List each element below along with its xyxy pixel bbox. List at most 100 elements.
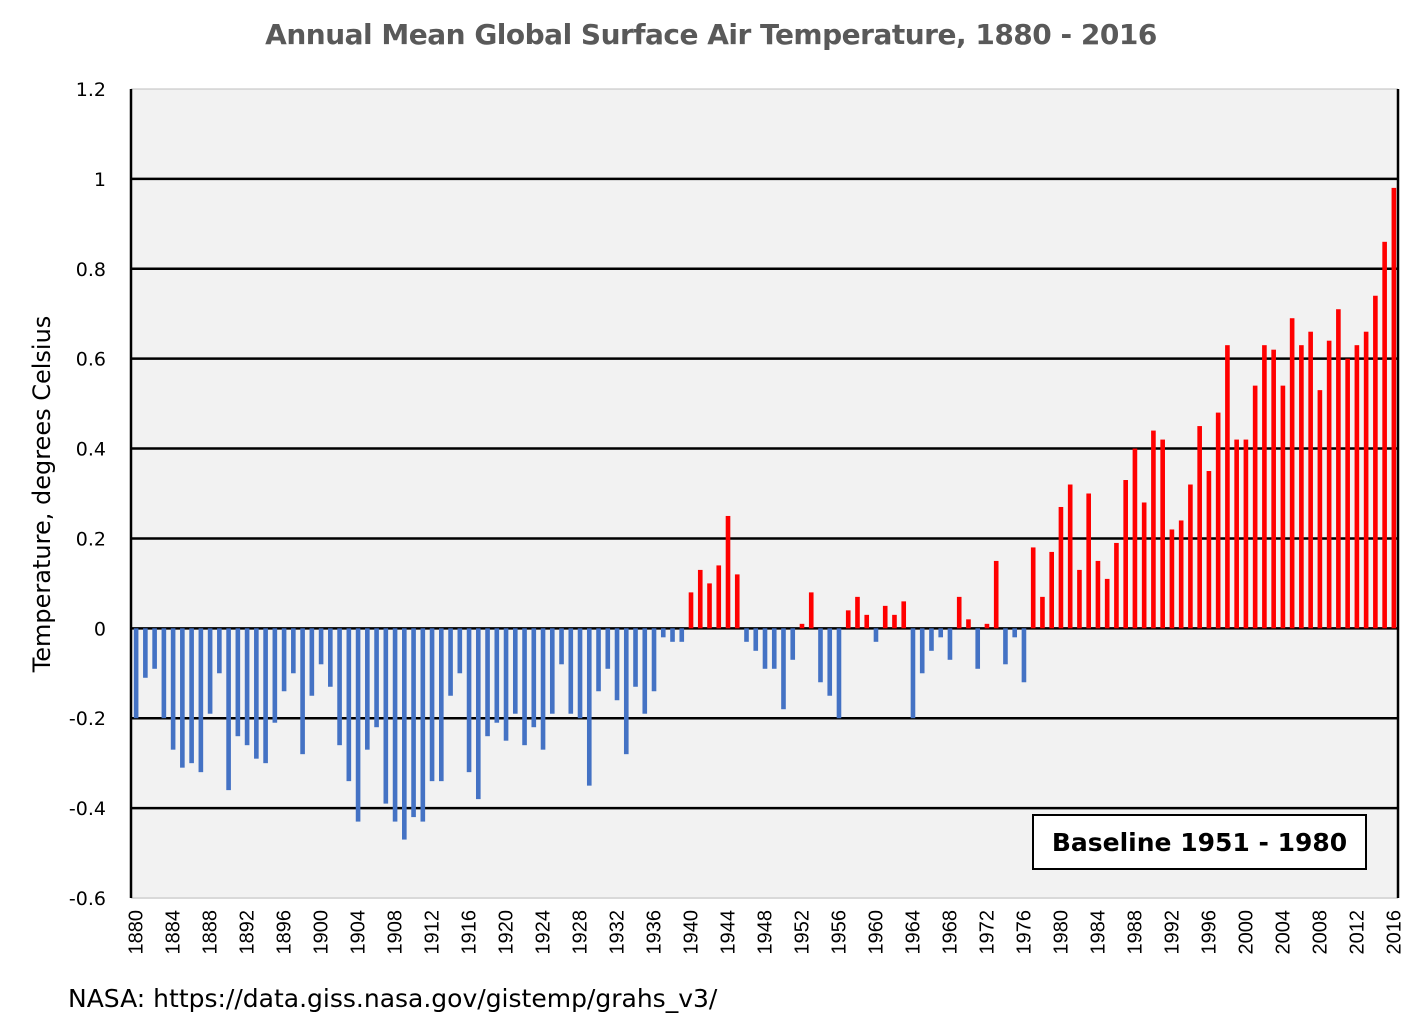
bar-1967	[938, 628, 944, 638]
bar-1928	[577, 628, 583, 719]
bar-1933	[623, 628, 629, 755]
bar-1912	[429, 628, 435, 782]
bar-1975	[1012, 628, 1018, 638]
bar-1981	[1067, 484, 1073, 629]
bar-1965	[919, 628, 925, 674]
x-tick-label: 1880	[126, 910, 148, 955]
bar-1957	[845, 610, 851, 629]
bar-2006	[1299, 345, 1304, 629]
bar-1939	[679, 628, 685, 642]
x-tick-label: 1940	[681, 910, 703, 955]
bar-1950	[781, 628, 786, 710]
x-tick-label: 1960	[865, 910, 887, 955]
x-tick-label: 1916	[459, 910, 481, 955]
bar-1910	[411, 628, 416, 818]
bar-1942	[707, 583, 712, 629]
y-tick-label: 0.2	[76, 528, 106, 550]
bar-1937	[660, 628, 666, 638]
bar-1908	[392, 628, 398, 822]
bar-1894	[263, 628, 268, 764]
bar-1979	[1049, 551, 1054, 629]
bar-1906	[374, 628, 379, 728]
y-tick-label: -0.4	[69, 798, 106, 820]
bar-1904	[355, 628, 361, 822]
bar-2014	[1373, 295, 1378, 629]
plot-area-background	[131, 89, 1398, 898]
bar-1897	[291, 628, 296, 674]
bar-1887	[198, 628, 204, 773]
bar-1960	[873, 628, 879, 642]
bar-2001	[1252, 385, 1258, 629]
source-note: NASA: https://data.giss.nasa.gov/gistemp…	[68, 984, 718, 1013]
bar-1932	[614, 628, 620, 701]
bar-1971	[975, 628, 981, 669]
bar-1963	[901, 601, 907, 629]
baseline-annotation: Baseline 1951 - 1980	[1032, 814, 1367, 870]
bar-2000	[1243, 439, 1249, 629]
bar-1882	[152, 628, 157, 669]
y-tick-label: 1	[94, 169, 106, 191]
bar-1903	[346, 628, 352, 782]
x-tick-label: 1932	[607, 910, 629, 955]
bar-2015	[1382, 241, 1387, 629]
bar-2008	[1317, 390, 1323, 629]
bar-1940	[688, 592, 694, 629]
bar-1917	[475, 628, 481, 800]
y-tick-label: -0.2	[69, 708, 106, 730]
bar-2016	[1391, 187, 1397, 629]
bar-1881	[143, 628, 148, 678]
bar-2005	[1289, 318, 1295, 629]
bar-2003	[1271, 349, 1276, 629]
bar-1983	[1086, 493, 1091, 629]
x-tick-label: 2000	[1235, 910, 1257, 955]
bar-1880	[133, 628, 139, 719]
x-tick-label: 1912	[422, 910, 444, 955]
x-tick-label: 1936	[644, 910, 666, 955]
x-tick-label: 1992	[1161, 910, 1183, 955]
bar-1921	[512, 628, 518, 714]
bar-1972	[984, 623, 990, 629]
bar-1886	[189, 628, 194, 764]
bar-1931	[605, 628, 611, 669]
bar-1954	[818, 628, 823, 683]
bar-1915	[457, 628, 463, 674]
bar-1896	[281, 628, 287, 692]
x-tick-label: 1948	[755, 910, 777, 955]
bar-1884	[170, 628, 176, 750]
x-tick-label: 2016	[1383, 910, 1405, 955]
bar-2013	[1363, 331, 1369, 629]
bar-1984	[1095, 560, 1101, 629]
bar-1952	[799, 623, 805, 629]
bar-1961	[882, 605, 888, 629]
bar-1944	[725, 515, 731, 629]
bar-1998	[1225, 345, 1230, 629]
bar-1902	[337, 628, 342, 746]
axes	[129, 89, 1400, 898]
x-tick-label: 1904	[348, 910, 370, 955]
x-tick-label: 1964	[902, 910, 924, 955]
bar-2002	[1262, 345, 1267, 629]
bar-1919	[494, 628, 500, 723]
bar-1892	[244, 628, 250, 746]
bar-1993	[1178, 520, 1184, 629]
bar-1901	[328, 628, 333, 687]
bar-1968	[947, 628, 953, 660]
bar-1986	[1114, 542, 1119, 629]
x-tick-label: 1920	[496, 910, 518, 955]
x-tick-label: 1972	[976, 910, 998, 955]
bar-1970	[966, 619, 971, 629]
bar-1976	[1021, 628, 1027, 683]
x-tick-label: 1956	[828, 910, 850, 955]
bar-1985	[1104, 578, 1110, 629]
bar-1966	[929, 628, 934, 651]
y-tick-label: 0.6	[76, 349, 106, 371]
bar-1995	[1197, 426, 1202, 629]
x-tick-label: 1988	[1124, 910, 1146, 955]
bar-1988	[1132, 448, 1138, 629]
bar-1909	[402, 628, 407, 840]
bar-1978	[1040, 596, 1045, 629]
bar-1918	[485, 628, 490, 737]
bar-1992	[1169, 529, 1175, 629]
bar-1964	[910, 628, 916, 719]
